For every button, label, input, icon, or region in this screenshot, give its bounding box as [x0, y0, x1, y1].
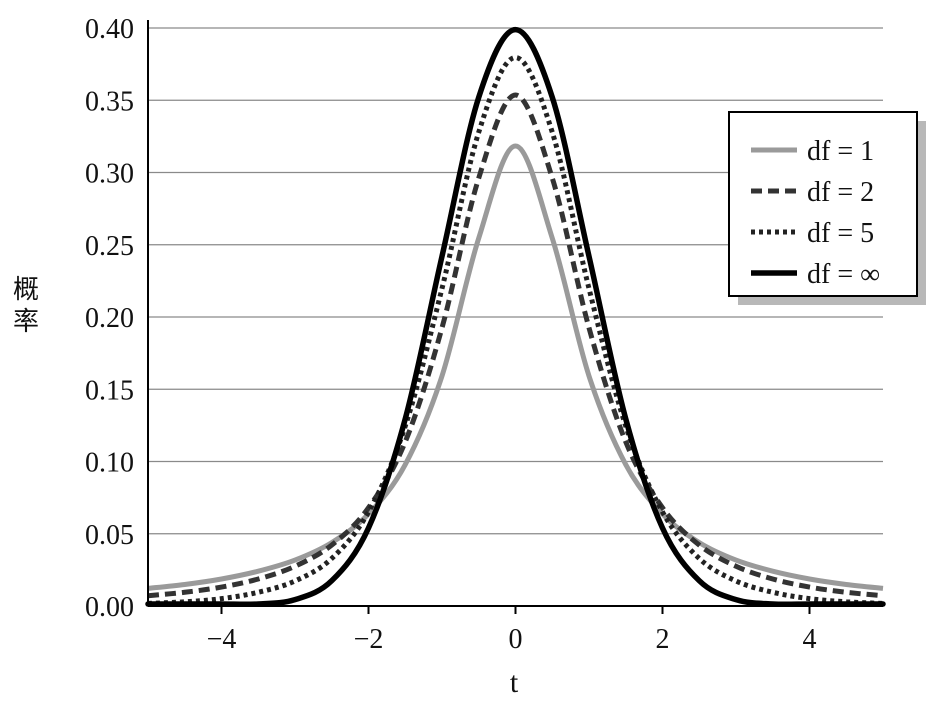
legend: df = 1 df = 2 df = 5 df = ∞ [728, 111, 926, 305]
y-tick-label: 0.25 [85, 231, 134, 262]
legend-label: df = ∞ [807, 259, 880, 290]
y-tick-label: 0.05 [85, 520, 134, 551]
x-tick-label: 4 [803, 624, 817, 655]
y-axis-title: 概率 [13, 275, 39, 337]
y-tick-label: 0.20 [85, 303, 134, 334]
y-tick-label: 0.35 [85, 86, 134, 117]
x-axis-title: t [510, 666, 519, 699]
legend-box [728, 111, 918, 297]
y-tick-label: 0.10 [85, 448, 134, 479]
axes [147, 20, 883, 607]
y-axis-title-char: 率 [13, 307, 39, 337]
x-tick-label: −4 [207, 624, 237, 655]
series-line-4 [145, 26, 886, 608]
x-tick-label: 2 [656, 624, 670, 655]
legend-label: df = 2 [807, 177, 874, 208]
gridlines [148, 27, 883, 535]
series-line-1 [147, 143, 884, 591]
tick-labels: 0.00 0.05 0.10 0.15 0.20 0.25 0.30 0.35 0.40 −4 −2… [85, 14, 817, 655]
y-tick-label: 0.30 [85, 159, 134, 190]
legend-label: df = 1 [807, 136, 874, 167]
y-tick-label: 0.00 [85, 592, 134, 623]
series-lines [145, 26, 886, 608]
y-axis-title-char: 概 [13, 275, 39, 305]
legend-label: df = 5 [807, 218, 874, 249]
x-tick-label: −2 [354, 624, 384, 655]
series-line-2 [147, 92, 884, 599]
x-tick-label: 0 [509, 624, 523, 655]
y-tick-label: 0.15 [85, 375, 134, 406]
y-tick-label: 0.40 [85, 14, 134, 45]
